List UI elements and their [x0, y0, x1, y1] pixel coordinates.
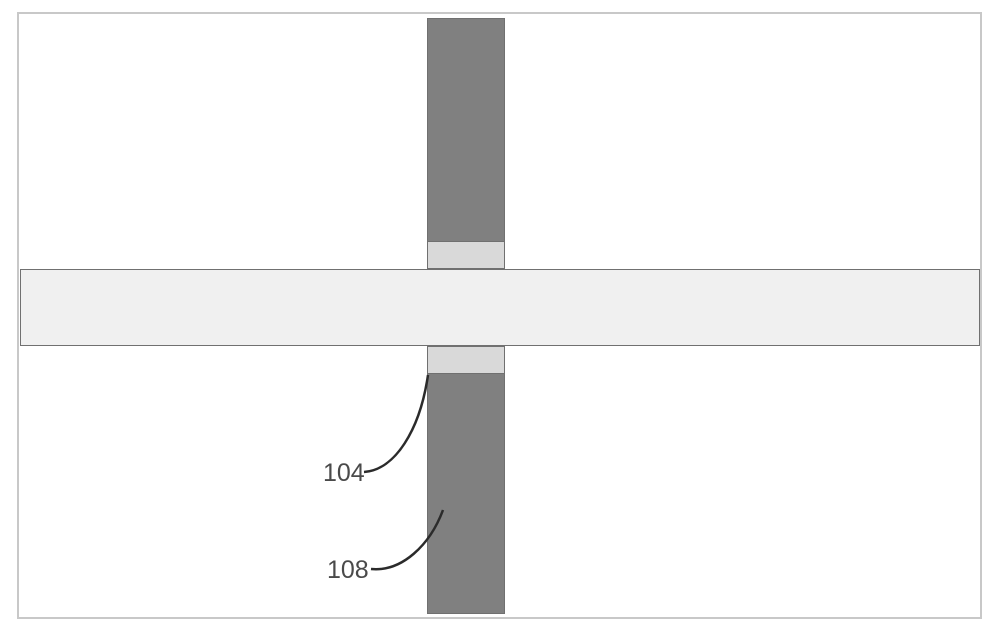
label-104: 104	[323, 459, 365, 488]
diagram-canvas: 104 108	[0, 0, 1000, 631]
overlap-region-top	[427, 241, 505, 269]
overlap-region-bottom	[427, 346, 505, 374]
label-108: 108	[327, 556, 369, 585]
horizontal-bar	[20, 269, 980, 346]
